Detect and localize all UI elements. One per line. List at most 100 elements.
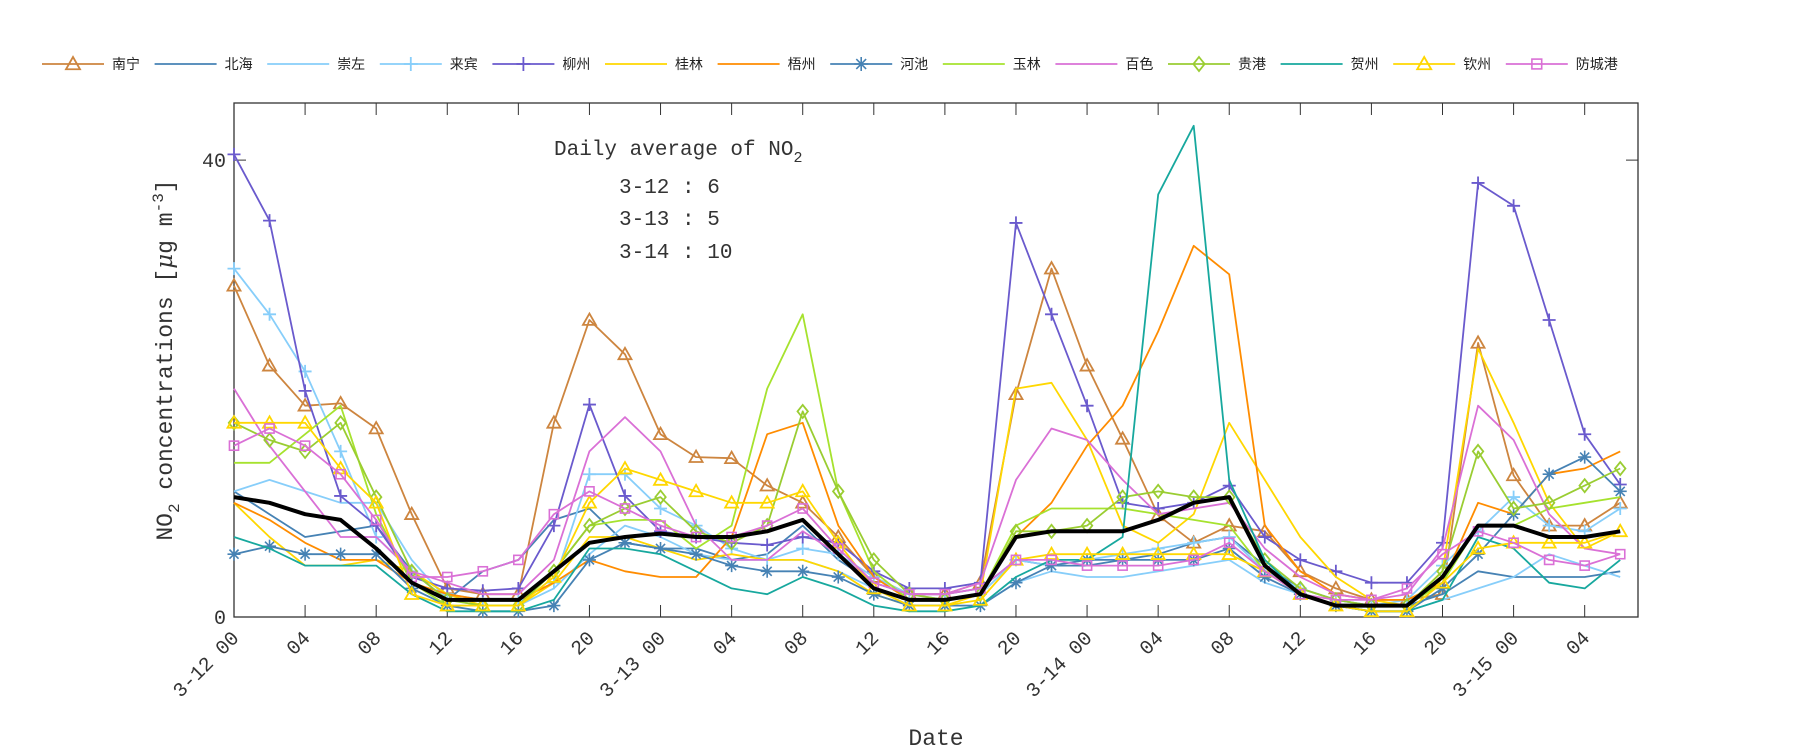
triangle-marker [759, 477, 776, 492]
plus-marker [618, 489, 632, 503]
plus-marker [1471, 176, 1485, 190]
annotation-line-1: 3-12 : 6 [619, 177, 720, 200]
square-marker [548, 508, 560, 520]
star-marker [1045, 559, 1059, 573]
square-marker [228, 440, 240, 452]
plus-marker [227, 147, 241, 161]
legend-item: 防城港 [1505, 57, 1618, 73]
square-marker [1046, 554, 1057, 566]
series-group [225, 124, 1629, 618]
triangle-marker [64, 55, 82, 71]
legend-item: 柳州 [492, 56, 590, 73]
triangle-marker [1043, 260, 1060, 275]
square-marker [1401, 583, 1413, 594]
star-marker [369, 547, 383, 561]
x-tick-label: 08 [1207, 628, 1240, 661]
triangle-marker [1221, 545, 1238, 560]
square-marker [1508, 537, 1519, 549]
series-line [234, 421, 1621, 613]
triangle-marker [1114, 545, 1131, 560]
plus-marker [760, 538, 774, 552]
plus-marker [1009, 216, 1023, 230]
diamond-marker [654, 489, 667, 506]
diamond-marker [583, 517, 596, 534]
triangle-marker [759, 494, 776, 509]
star-marker [796, 564, 810, 578]
x-tick-label: 08 [354, 628, 387, 661]
triangle-marker [1505, 467, 1522, 482]
plus-marker [1578, 427, 1592, 441]
legend-item: 桂林 [605, 57, 703, 73]
diamond-marker [1542, 494, 1556, 511]
star-marker [1578, 450, 1592, 464]
diamond-marker [1578, 477, 1592, 494]
diamond-marker [796, 403, 810, 420]
triangle-marker [225, 414, 243, 429]
triangle-marker [1007, 385, 1025, 401]
y-tick-label: 40 [202, 151, 226, 174]
x-tick-label: 20 [567, 628, 600, 661]
legend-label: 河池 [900, 57, 928, 73]
square-marker [1437, 548, 1448, 560]
square-marker [1579, 560, 1591, 571]
triangle-marker [261, 357, 278, 372]
triangle-marker [794, 483, 811, 498]
triangle-marker [1415, 55, 1433, 71]
plus-marker [1400, 576, 1414, 590]
star-marker [831, 570, 845, 584]
x-tick-label: 20 [1420, 628, 1453, 661]
x-tick-label: 3-15 00 [1449, 628, 1525, 704]
square-marker [1081, 560, 1093, 571]
series-line [233, 153, 1621, 592]
diamond-marker [867, 551, 881, 568]
x-tick-label: 12 [852, 628, 885, 661]
square-marker [584, 486, 595, 497]
square-marker [619, 503, 631, 514]
legend-item: 崇左 [267, 57, 365, 73]
legend-label: 南宁 [112, 56, 140, 73]
diamond-marker [1613, 460, 1627, 477]
triangle-marker [368, 494, 385, 509]
legend-item: 钦州 [1393, 55, 1491, 73]
star-marker [689, 547, 703, 561]
y-tick-label: 0 [214, 608, 226, 631]
legend-item: 玉林 [942, 57, 1041, 73]
plus-marker [582, 467, 596, 481]
square-marker [1543, 554, 1555, 566]
square-marker [1614, 548, 1626, 560]
star-marker [227, 547, 241, 561]
series-钦州 [225, 414, 1629, 618]
plus-marker [582, 398, 596, 412]
plus-marker [516, 57, 531, 71]
legend-item: 南宁 [42, 55, 140, 73]
triangle-marker [1114, 430, 1131, 445]
series-line [233, 427, 1621, 601]
triangle-marker [581, 311, 598, 326]
legend-label: 玉林 [1013, 57, 1041, 73]
plus-marker [654, 524, 668, 538]
star-marker [547, 599, 561, 613]
square-marker [441, 571, 453, 583]
plus-marker [1080, 399, 1094, 413]
triangle-marker [972, 591, 989, 606]
plus-marker [334, 444, 348, 458]
plus-marker [1151, 501, 1165, 515]
triangle-marker [1398, 602, 1416, 618]
legend-label: 桂林 [675, 57, 703, 73]
plus-marker [1542, 519, 1556, 533]
x-tick-label: 3-13 00 [596, 628, 672, 704]
legend-label: 来宾 [450, 57, 478, 73]
triangle-marker [474, 597, 491, 612]
annotation: Daily average of NO2 3-12 : 6 3-13 : 5 3… [554, 139, 802, 265]
triangle-marker [297, 414, 314, 429]
x-tick-label: 12 [1278, 628, 1311, 661]
square-marker [1117, 560, 1128, 571]
legend-item: 百色 [1055, 56, 1153, 73]
diamond-marker [1222, 489, 1236, 506]
square-marker [1188, 554, 1200, 566]
x-tick-label: 04 [283, 628, 316, 661]
triangle-marker [616, 345, 634, 361]
triangle-marker [1150, 545, 1167, 560]
plus-marker [796, 530, 810, 544]
